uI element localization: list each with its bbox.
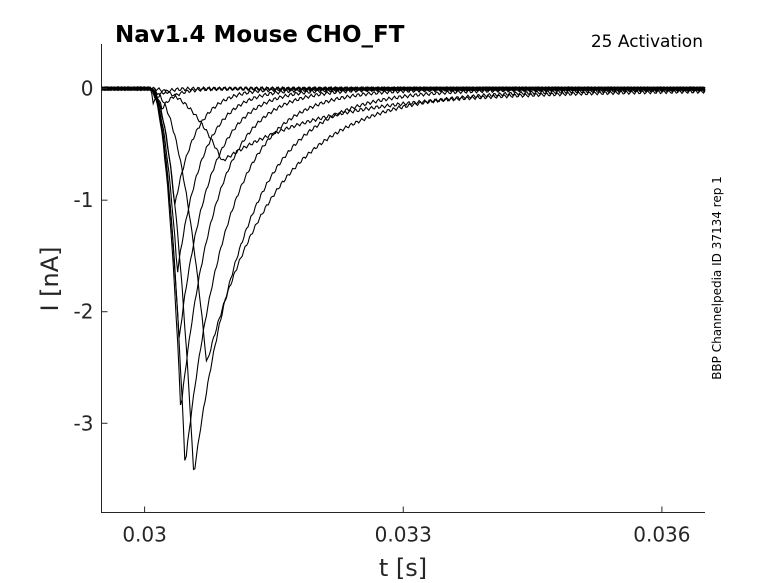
x-ticks: 0.03 0.033 0.036 [122,506,691,547]
current-trace [101,85,706,162]
current-trace [101,85,706,461]
chart-title: Nav1.4 Mouse CHO_FT [115,22,405,48]
current-trace [101,85,706,338]
y-tick-label: -2 [74,300,94,324]
side-id-label: BBP Channelpedia ID 37134 rep 1 [710,176,724,380]
plot-traces [101,85,706,471]
current-trace [101,85,706,406]
x-tick-label: 0.033 [375,523,432,547]
x-tick-label: 0.03 [122,523,167,547]
y-ticks: 0 -1 -2 -3 [74,77,108,435]
chart-subtitle: 25 Activation [591,32,703,52]
current-trace [101,85,706,273]
y-axis-label: I [nA] [36,246,64,311]
current-trace [101,85,706,205]
y-tick-label: 0 [81,77,94,101]
x-tick-label: 0.036 [633,523,690,547]
x-axis-label: t [s] [379,554,427,582]
current-trace [101,85,706,363]
y-tick-label: -1 [74,188,94,212]
y-tick-label: -3 [74,411,94,435]
